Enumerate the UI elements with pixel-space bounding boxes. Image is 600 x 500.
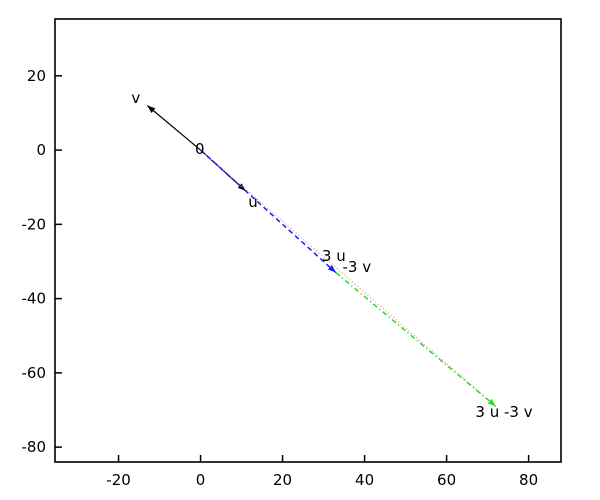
x-tick-label: 40 <box>355 471 374 489</box>
y-tick-label: 0 <box>36 141 46 159</box>
x-tick-label: 80 <box>519 471 538 489</box>
plot-label: -3 v <box>342 258 371 276</box>
vector-v <box>146 105 201 151</box>
y-tick-label: -40 <box>22 290 47 308</box>
arrowhead-minus-3v <box>487 398 496 407</box>
arrowhead-v <box>147 105 156 113</box>
plot-label: 3 u <box>322 247 346 265</box>
vector-3u <box>200 149 337 274</box>
y-tick-label: -20 <box>22 215 47 233</box>
y-tick-label: -80 <box>22 438 47 456</box>
plot-label: 3 u -3 v <box>475 403 532 421</box>
x-tick-label: -20 <box>106 471 131 489</box>
plot-label: 0 <box>195 140 205 158</box>
x-tick-label: 0 <box>196 471 206 489</box>
vector-3u-3v <box>200 149 497 407</box>
x-tick-label: 20 <box>273 471 292 489</box>
plot-label: u <box>248 193 258 211</box>
arrowhead-3u <box>327 265 336 273</box>
plot-border <box>54 18 562 463</box>
plot-label: v <box>131 89 140 107</box>
vector-minus-3v <box>335 272 497 407</box>
x-tick-label: 60 <box>437 471 456 489</box>
y-tick-label: -60 <box>22 364 47 382</box>
y-tick-label: 20 <box>27 67 46 85</box>
